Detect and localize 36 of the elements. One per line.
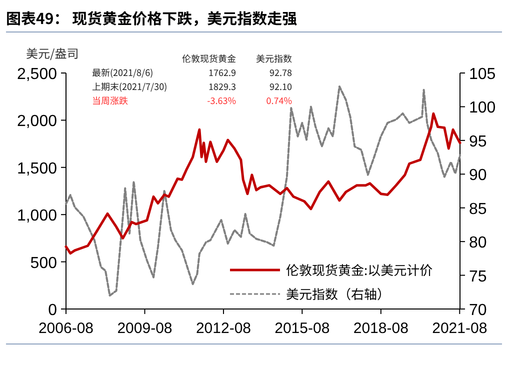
y2-tick-label: 100 (469, 100, 496, 117)
x-tick-label: 2021-08 (432, 320, 488, 337)
y-tick-label: 1,000 (16, 208, 58, 225)
annotation: 当周涨跌 (92, 94, 128, 107)
text: 伦敦现货黄金 (182, 52, 236, 65)
y-tick-label: 1,500 (16, 160, 58, 178)
x-tick-label: 2009-08 (117, 320, 172, 337)
y2-tick-label: 95 (469, 133, 487, 150)
y2-tick-label: 90 (469, 167, 487, 184)
y2-tick-label: 70 (469, 302, 487, 319)
y-tick-label: 500 (30, 254, 58, 272)
annotation: 92.10 (270, 80, 292, 93)
y-tick-label: 0 (48, 302, 58, 319)
x-tick-label: 2015-08 (274, 320, 330, 337)
annotation: 上期末(2021/7/30) (92, 80, 168, 93)
annotation: 92.78 (270, 66, 292, 79)
line-series (64, 112, 462, 255)
y-tick-label: 2,500 (16, 66, 58, 83)
x-tick-label: 2018-08 (353, 320, 408, 337)
chart-title: 图表49： 现货黄金价格下跌，美元指数走强 (6, 8, 298, 29)
legend-label: 美元指数（右轴） (286, 284, 390, 303)
y-tick-label: 2,000 (16, 113, 58, 130)
x-tick-label: 2012-08 (196, 320, 252, 337)
annotation: 1762.9 (208, 66, 236, 79)
annotation: 0.74% (266, 94, 292, 107)
y2-tick-label: 105 (469, 66, 496, 83)
x-tick-label: 2006-08 (38, 320, 94, 337)
text: 美元指数 (256, 52, 292, 65)
legend-label: 伦敦现货黄金:以美元计价 (286, 260, 433, 279)
annotation: -3.63% (207, 94, 236, 107)
annotation: 1829.3 (208, 80, 236, 93)
y-axis-title: 美元/盎司 (26, 45, 79, 62)
y2-tick-label: 75 (469, 268, 487, 286)
y2-tick-label: 85 (469, 200, 487, 218)
y2-tick-label: 80 (469, 234, 487, 252)
annotation: 最新(2021/8/6) (92, 66, 154, 79)
